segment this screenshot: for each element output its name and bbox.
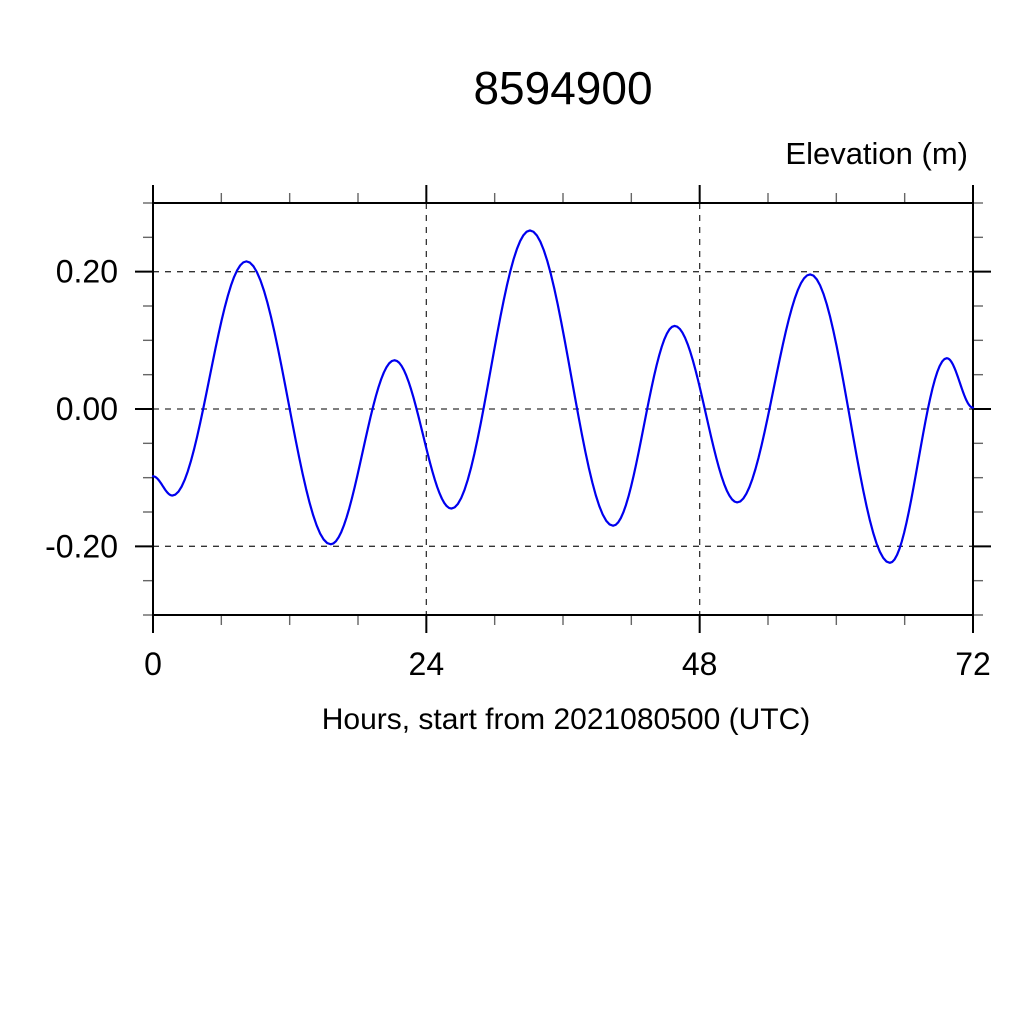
x-tick-label: 72 <box>955 646 991 682</box>
gridlines <box>153 203 973 615</box>
plot-frame <box>152 202 974 616</box>
tick-labels: 0 24 48 72 -0.20 0.00 0.20 <box>45 254 991 682</box>
x-axis-label: Hours, start from 2021080500 (UTC) <box>322 703 811 736</box>
chart-title: 8594900 <box>473 62 652 114</box>
elevation-unit-label: Elevation (m) <box>785 136 968 171</box>
y-tick-label: 0.20 <box>56 254 118 290</box>
x-tick-label: 24 <box>409 646 445 682</box>
axis-ticks <box>135 185 991 633</box>
x-tick-label: 0 <box>144 646 162 682</box>
x-tick-label: 48 <box>682 646 718 682</box>
y-tick-label: 0.00 <box>56 391 118 427</box>
y-tick-label: -0.20 <box>45 528 118 564</box>
elevation-curve <box>151 229 975 564</box>
